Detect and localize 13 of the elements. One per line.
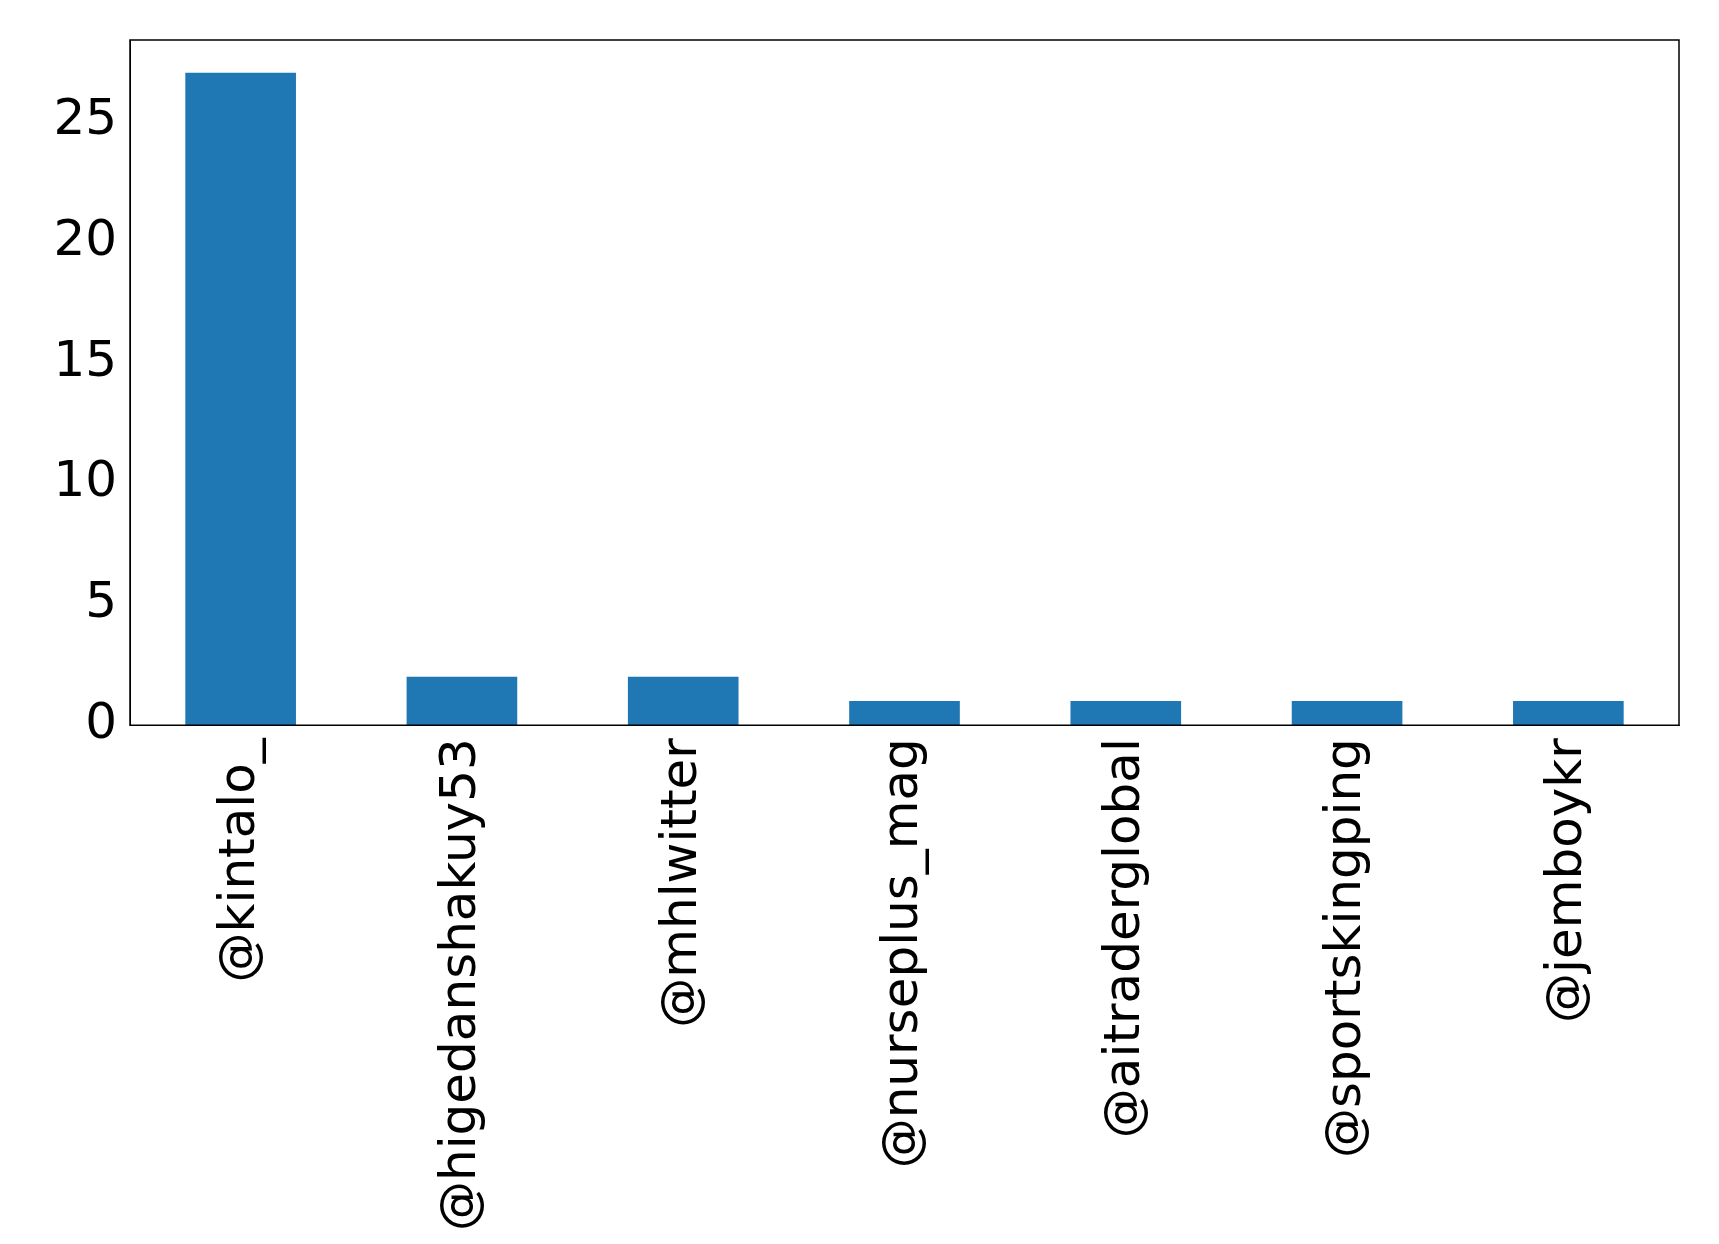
x-tick-label: @aitraderglobal xyxy=(1092,738,1151,1139)
x-tick-label: @higedanshakuy53 xyxy=(428,738,487,1232)
y-tick-label: 0 xyxy=(85,692,117,751)
x-tick-label: @kintalo_ xyxy=(207,737,266,983)
y-tick-label: 20 xyxy=(53,208,117,267)
y-tick-label: 5 xyxy=(85,571,117,630)
x-tick-label: @nurseplus_mag xyxy=(871,738,930,1169)
y-tick-label: 25 xyxy=(53,87,117,146)
y-tick-label: 10 xyxy=(53,450,117,509)
y-tick-label: 15 xyxy=(53,329,117,388)
x-tick-label: @jemboykr xyxy=(1535,737,1594,1023)
x-tick-label: @sportskingping xyxy=(1314,738,1373,1159)
x-tick-label: @mhlwitter xyxy=(650,737,709,1028)
